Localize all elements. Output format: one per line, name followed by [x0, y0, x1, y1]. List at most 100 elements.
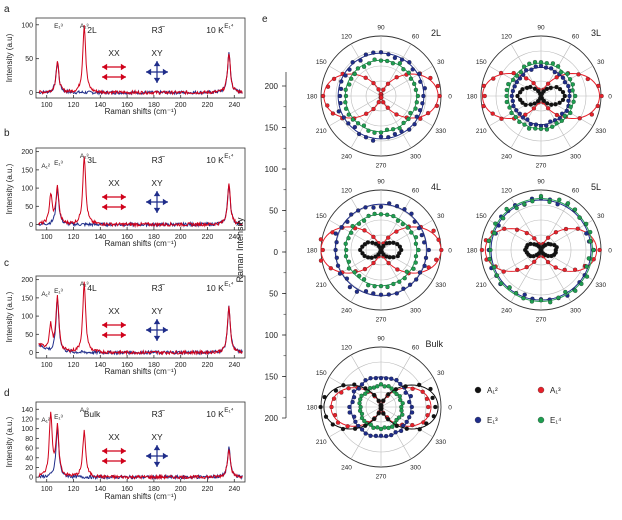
polar-point-e4 [357, 408, 363, 413]
polar-point-a3 [531, 106, 537, 111]
polar-angle-label: 30 [437, 370, 445, 377]
polar-spoke [328, 249, 382, 281]
spectrum-xy-line [38, 427, 243, 481]
polar-point-a3 [514, 227, 520, 232]
polar-point-e3 [409, 404, 414, 410]
xy-arrow-head [146, 198, 152, 206]
polar-point-e3 [407, 282, 413, 287]
polar-point-a2 [520, 87, 525, 92]
polar-point-a3 [562, 267, 567, 273]
polar-point-a3 [524, 76, 529, 81]
polar-point-e4 [588, 229, 593, 235]
xx-arrow-head [120, 63, 126, 71]
polar-point-e4 [406, 70, 411, 75]
polar-point-e4 [559, 118, 564, 123]
polar-point-a3 [595, 103, 600, 109]
polar-point-a2 [381, 411, 386, 416]
polar-point-a3 [381, 100, 386, 105]
polar-point-e4 [358, 404, 363, 410]
polar-point-e3 [378, 204, 384, 209]
polar-point-e4 [372, 284, 377, 289]
y-tick-label: 50 [25, 332, 33, 339]
polar-angle-label: 60 [572, 34, 580, 41]
polar-point-a2 [391, 240, 396, 245]
polar-point-e4 [382, 425, 387, 430]
polar-point-e3 [352, 414, 357, 419]
polar-angle-label: 270 [376, 474, 387, 481]
temperature-label: 10 K [206, 25, 224, 35]
xy-arrow-head [162, 452, 168, 460]
spectrum-xx-line [38, 156, 243, 228]
polar-point-a3 [524, 264, 529, 270]
polar-angle-label: 90 [537, 25, 545, 32]
y-tick-label: 150 [21, 295, 33, 302]
polar-point-e3 [363, 431, 368, 436]
polar-point-e3 [417, 270, 423, 275]
polar-angle-label: 240 [341, 307, 352, 314]
xy-arrow-head [153, 61, 161, 67]
polar-point-e4 [346, 112, 351, 117]
polar-spoke [380, 43, 412, 97]
x-tick-label: 100 [41, 486, 53, 493]
polar-point-a2 [381, 398, 386, 403]
polar-point-e3 [517, 111, 522, 116]
polar-spoke [380, 65, 434, 97]
polar-point-e4 [573, 288, 578, 293]
radial-scale-label: 150 [265, 373, 279, 382]
xx-arrow-head [120, 331, 126, 339]
polar-point-e4 [556, 295, 561, 300]
polar-point-a2 [562, 93, 567, 99]
polar-point-e3 [407, 60, 412, 65]
polar-point-e4 [347, 82, 352, 87]
x-tick-label: 160 [121, 234, 133, 241]
polar-point-e3 [419, 232, 424, 238]
polar-point-e4 [361, 123, 367, 128]
polar-point-a2 [433, 404, 438, 410]
polar-point-a3 [426, 404, 431, 410]
polar-point-a3 [563, 226, 569, 232]
legend-marker-e4 [537, 416, 545, 424]
polar-point-e3 [533, 122, 539, 127]
x-tick-label: 240 [228, 486, 240, 493]
polar-point-e4 [400, 221, 405, 227]
polar-angle-label: 60 [572, 188, 580, 195]
polar-point-e4 [571, 99, 576, 104]
polar-point-e3 [520, 115, 526, 120]
polar-point-a3 [428, 75, 433, 81]
polar-point-e4 [378, 426, 384, 432]
symmetry-label: R3̅ [152, 283, 166, 293]
polar-point-e4 [413, 241, 419, 246]
x-tick-label: 200 [175, 102, 187, 109]
polar-point-e4 [343, 241, 348, 246]
polar-point-a2 [352, 426, 358, 431]
polar-point-e4 [544, 127, 550, 132]
polar-angle-label: 60 [412, 345, 420, 352]
x-tick-label: 180 [148, 362, 160, 369]
legend-marker-a2 [474, 386, 482, 394]
polar-point-a2 [370, 240, 375, 245]
polar-spoke [328, 219, 382, 251]
polar-point-e4 [567, 77, 573, 82]
polar-point-e4 [408, 110, 413, 116]
polar-angle-label: 300 [570, 307, 581, 314]
polar-point-e4 [514, 205, 519, 211]
radial-scale-label: 100 [265, 165, 279, 174]
polar-angle-label: 0 [448, 405, 452, 412]
polar-point-e4 [391, 281, 396, 287]
polar-point-e4 [499, 281, 504, 286]
polar-point-a3 [434, 103, 440, 109]
polar-point-e4 [584, 264, 589, 269]
polar-point-e3 [359, 427, 365, 432]
spectrum-xx-line [38, 411, 243, 481]
polar-point-a2 [430, 395, 435, 401]
polar-point-a2 [544, 86, 550, 92]
polar-point-e4 [371, 425, 376, 430]
polar-point-e3 [363, 289, 369, 294]
polar-point-e3 [399, 57, 405, 62]
polar-point-e4 [366, 128, 371, 133]
polar-point-e4 [504, 206, 509, 212]
polar-point-e3 [359, 382, 365, 387]
polar-point-e4 [395, 218, 401, 223]
polar-angle-label: 330 [435, 439, 446, 446]
polar-point-e3 [368, 376, 373, 381]
